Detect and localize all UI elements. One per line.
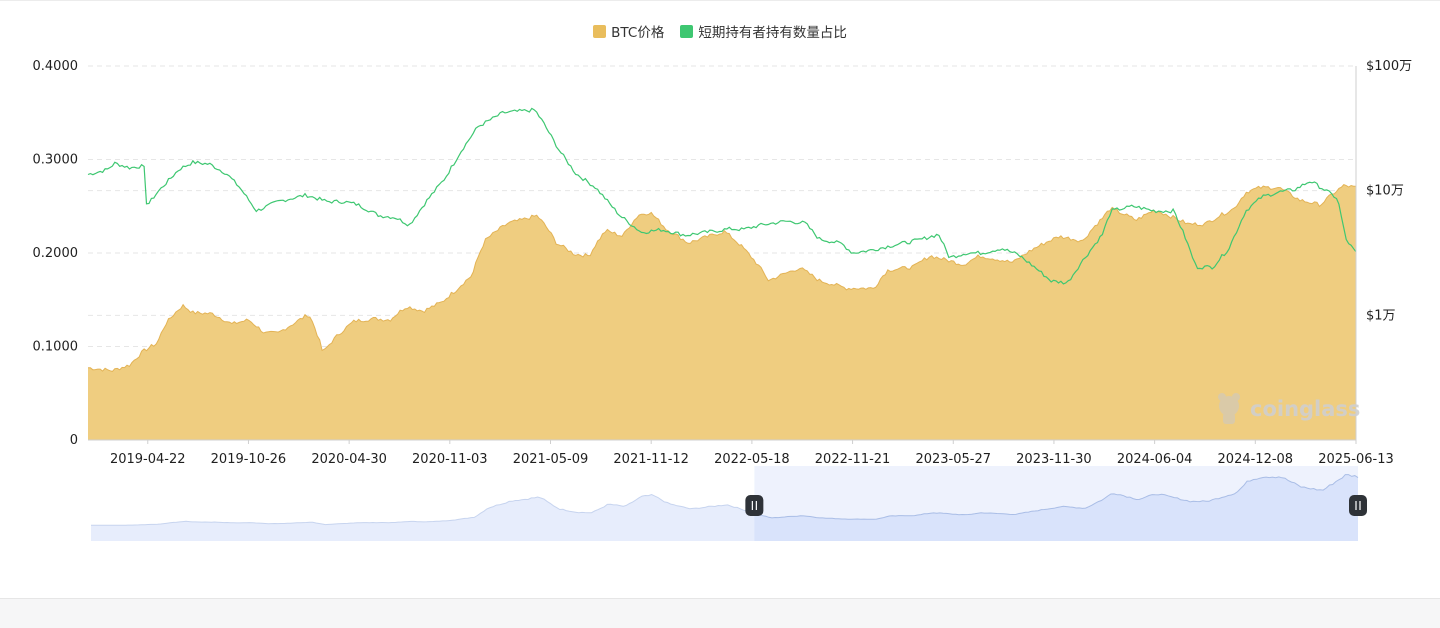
watermark-text: coinglass: [1250, 397, 1360, 421]
footer-band: [0, 598, 1440, 628]
zoom-slider[interactable]: [91, 466, 1367, 541]
x-axis-tick-label: 2023-05-27: [915, 452, 991, 467]
price-area-series: [88, 184, 1357, 440]
x-axis-tick-label: 2021-05-09: [513, 452, 589, 467]
legend-label-price: BTC价格: [611, 25, 665, 41]
left-axis-tick-label: 0: [70, 433, 78, 448]
price-area-fill: [88, 184, 1356, 440]
legend-item-price[interactable]: BTC价格: [593, 21, 664, 41]
x-axis-tick-label: 2020-04-30: [311, 452, 387, 467]
coinglass-logo-icon: [1218, 393, 1240, 424]
x-axis-tick-label: 2022-05-18: [714, 452, 790, 467]
watermark: coinglass: [1218, 393, 1360, 424]
x-axis-tick-label: 2022-11-21: [815, 452, 891, 467]
x-axis-tick-label: 2025-06-13: [1318, 452, 1394, 467]
left-axis-tick-label: 0.2000: [33, 246, 79, 261]
x-axis-tick-label: 2024-06-04: [1117, 452, 1193, 467]
zoom-handle-left[interactable]: [745, 495, 764, 516]
x-axis-tick-label: 2021-11-12: [613, 452, 689, 467]
legend-swatch-price: [593, 24, 607, 38]
chart-canvas: 0.4000 0.3000 0.2000 0.1000 0 $100万 $10万 $1万 2…: [33, 59, 1412, 541]
left-axis-tick-label: 0.4000: [33, 59, 79, 74]
zoom-handle-right[interactable]: [1349, 495, 1367, 516]
price-area-line: [88, 184, 1357, 372]
x-axis-tick-label: 2024-12-08: [1218, 452, 1294, 467]
legend-swatch-ratio: [680, 24, 694, 38]
right-axis-tick-label: $100万: [1366, 59, 1412, 74]
zoom-handle-body: [745, 495, 764, 516]
x-axis-tick-label: 2019-10-26: [211, 452, 287, 467]
legend: BTC价格 短期持有者持有数量占比: [0, 20, 1440, 42]
x-axis: 2019-04-22 2019-10-26 2020-04-30 2020-11-03…: [88, 439, 1394, 467]
right-axis: $100万 $10万 $1万: [1355, 59, 1412, 440]
zoom-handle-body: [1349, 495, 1367, 516]
x-axis-tick-label: 2023-11-30: [1016, 452, 1092, 467]
zoom-overview-line: [91, 474, 1359, 526]
left-axis-tick-label: 0.1000: [33, 340, 79, 355]
x-axis-tick-label: 2019-04-22: [110, 452, 186, 467]
left-axis-tick-label: 0.3000: [33, 153, 79, 168]
left-axis: 0.4000 0.3000 0.2000 0.1000 0: [33, 59, 79, 448]
legend-label-ratio: 短期持有者持有数量占比: [698, 25, 847, 41]
zoom-overview-area: [91, 474, 1358, 541]
top-border: [0, 0, 1440, 1]
x-axis-tick-label: 2020-11-03: [412, 452, 488, 467]
ratio-line-series: [87, 107, 1357, 285]
right-axis-tick-label: $1万: [1366, 308, 1396, 323]
ratio-line: [87, 107, 1357, 285]
zoom-unselected-mask: [91, 466, 755, 541]
right-axis-tick-label: $10万: [1366, 184, 1404, 199]
legend-item-ratio[interactable]: 短期持有者持有数量占比: [680, 21, 847, 41]
